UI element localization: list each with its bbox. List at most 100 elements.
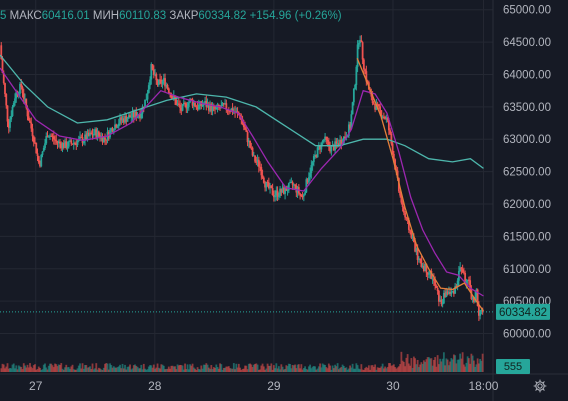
volume-bar [100, 369, 103, 372]
candle-body [62, 143, 65, 148]
volume-bar [220, 364, 223, 372]
volume-bar [35, 369, 38, 372]
volume-bar [171, 365, 174, 372]
volume-bar [110, 365, 113, 372]
candle-body [59, 141, 61, 144]
volume-bar [454, 355, 457, 372]
volume-bar [144, 368, 146, 372]
volume-bar [209, 368, 211, 372]
volume-bar [327, 363, 330, 372]
candle-body [29, 120, 31, 123]
candle-body [462, 272, 465, 274]
candle-body [399, 191, 402, 196]
candle-body [376, 103, 379, 105]
price-badges: 60334.82 555 [496, 303, 550, 374]
volume-bar [71, 364, 74, 372]
candle-body [382, 116, 385, 118]
volume-bar [47, 365, 50, 372]
candle-body [204, 101, 206, 104]
candle-body [451, 291, 454, 293]
volume-bar [230, 368, 233, 372]
candle-body [381, 116, 384, 118]
volume-bar [162, 365, 165, 372]
volume-bar [29, 363, 31, 372]
candle-body [471, 297, 474, 299]
volume-bar [72, 369, 75, 372]
candle-body [159, 79, 161, 81]
volume-bar [195, 369, 198, 372]
candle-body [46, 136, 49, 138]
candle-body [31, 128, 34, 137]
volume-bar [326, 368, 329, 372]
volume-bar [445, 358, 448, 372]
volume-bar [169, 368, 171, 372]
volume-bar [4, 368, 6, 372]
volume-bar [236, 367, 239, 372]
candle-body [90, 132, 93, 134]
price-axis[interactable]: 65000.00 64500.00 64000.00 63500.00 63000.00… [503, 5, 551, 341]
candle-body [389, 130, 392, 134]
candle-body [127, 115, 130, 119]
volume-bar [132, 365, 135, 372]
time-axis[interactable]: 27 28 29 30 18:00 [29, 379, 499, 393]
volume-bar [97, 367, 100, 372]
candle-body [70, 140, 73, 144]
low-label: МИН [92, 10, 120, 22]
candle-body [260, 167, 263, 176]
volume-bar [432, 359, 435, 372]
candle-body [184, 102, 186, 104]
volume-bar [264, 369, 266, 372]
volume-bar [477, 363, 480, 372]
candle-body [392, 154, 395, 160]
last-price-badge [496, 303, 550, 320]
candle-body [285, 187, 288, 191]
candle-body [37, 156, 40, 163]
candle-body [299, 193, 301, 195]
candle-body [215, 107, 218, 110]
volume-bar [435, 366, 438, 372]
candle-body [72, 142, 75, 145]
volume-bar [336, 363, 339, 372]
candle-body [379, 106, 382, 111]
volume-bar [25, 367, 28, 372]
volume-bar [16, 369, 19, 372]
gear-icon[interactable] [532, 378, 548, 394]
volume-bar [341, 364, 344, 372]
candle-body [479, 310, 482, 316]
volume-bar [314, 366, 316, 372]
candle-body [14, 98, 16, 104]
volume-bar [221, 369, 224, 372]
volume-bar [390, 365, 393, 372]
candle-body [450, 292, 453, 295]
candle-body [202, 103, 205, 106]
volume-bar [420, 362, 423, 372]
candle-body [261, 175, 264, 178]
candle-body [80, 136, 83, 138]
candle-body [86, 132, 89, 140]
candle-body [177, 103, 180, 105]
volume-bar [115, 367, 118, 372]
candle-body [194, 102, 196, 107]
volume-bar [64, 367, 66, 372]
close-label: ЗАКР [169, 10, 199, 22]
volume-bar [41, 369, 44, 372]
candle-body [227, 110, 230, 112]
candle-body [249, 140, 251, 148]
volume-bar [464, 366, 467, 372]
candle-body [427, 273, 430, 275]
volume-bar [65, 364, 68, 372]
volume-bar [362, 369, 365, 372]
volume-bar [371, 365, 374, 372]
candle-body [326, 139, 329, 142]
volume-bar [469, 363, 472, 372]
candle-body [21, 86, 24, 94]
candle-body [410, 230, 413, 238]
volume-bar [139, 368, 141, 372]
volume-bar [155, 367, 158, 372]
candle-body [354, 84, 357, 89]
volume-bar [357, 368, 360, 372]
candle-body [12, 103, 15, 107]
volume-bar [352, 368, 355, 372]
candle-body [305, 179, 308, 193]
